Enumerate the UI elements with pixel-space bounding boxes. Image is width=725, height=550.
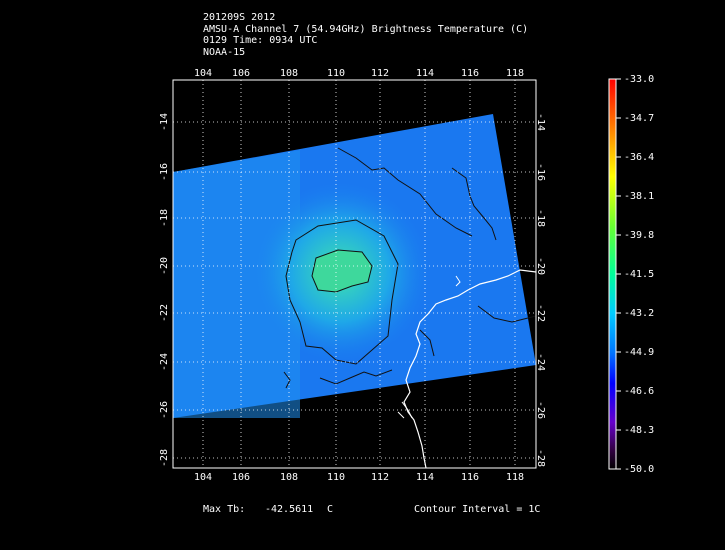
lon-ticks-bottom: 104 106 108 110 112 114 116 118 — [194, 472, 524, 483]
lat-tick-label: -24 — [159, 353, 170, 371]
lat-tick-label: -14 — [535, 113, 546, 131]
lon-tick-label: 112 — [371, 68, 389, 79]
max-tb-value: -42.5611 — [265, 504, 314, 515]
lat-tick-label: -14 — [159, 113, 170, 131]
lon-tick-label: 114 — [416, 68, 434, 79]
lon-tick-label: 112 — [371, 472, 389, 483]
colorbar-label: -41.5 — [624, 269, 654, 280]
colorbar-label: -50.0 — [624, 464, 654, 475]
colorbar-label: -39.8 — [624, 230, 654, 241]
lat-tick-label: -22 — [535, 304, 546, 322]
title-line-satellite: NOAA-15 — [203, 46, 246, 58]
lat-tick-label: -18 — [159, 209, 170, 227]
lat-tick-label: -16 — [535, 163, 546, 181]
map-frame — [172, 79, 537, 469]
lon-tick-label: 110 — [327, 472, 345, 483]
coastline — [403, 269, 537, 469]
lon-tick-label: 106 — [232, 68, 250, 79]
title-line-storm: 201209S 2012 — [203, 12, 276, 23]
lat-tick-label: -28 — [159, 449, 170, 467]
colorbar-label: -33.0 — [624, 74, 654, 85]
colorbar-label: -34.7 — [624, 113, 654, 124]
title-block: 201209S 2012 AMSU-A Channel 7 (54.94GHz) … — [203, 12, 528, 58]
lat-tick-label: -26 — [535, 401, 546, 419]
colorbar-label: -36.4 — [624, 152, 654, 163]
colorbar — [608, 78, 617, 470]
lon-tick-label: 114 — [416, 472, 434, 483]
max-tb-unit: C — [327, 504, 334, 515]
contour-interval: Contour Interval = 1C — [414, 504, 541, 515]
graticule — [173, 80, 536, 468]
colorbar-labels: -33.0 -34.7 -36.4 -38.1 -39.8 -41.5 -43.… — [624, 74, 654, 475]
lat-tick-label: -18 — [535, 209, 546, 227]
colorbar-ticks — [616, 78, 621, 470]
lon-ticks-top: 104 106 108 110 112 114 116 118 — [194, 68, 524, 79]
title-line-channel: AMSU-A Channel 7 (54.94GHz) Brightness T… — [203, 23, 529, 35]
lon-tick-label: 110 — [327, 68, 345, 79]
warm-core-center — [312, 250, 372, 292]
colorbar-label: -43.2 — [624, 308, 654, 319]
lat-ticks-right: -14 -16 -18 -20 -22 -24 -26 -28 — [535, 113, 546, 467]
lon-tick-label: 116 — [461, 68, 479, 79]
lat-tick-label: -20 — [535, 257, 546, 275]
lon-tick-label: 104 — [194, 68, 212, 79]
lat-ticks-left: -14 -16 -18 -20 -22 -24 -26 -28 — [159, 113, 170, 467]
lon-tick-label: 118 — [506, 68, 524, 79]
title-line-time: 0129 Time: 0934 UTC — [203, 35, 318, 46]
lat-tick-label: -20 — [159, 257, 170, 275]
lon-tick-label: 108 — [280, 68, 298, 79]
coastline-islands — [397, 275, 461, 419]
colorbar-label: -46.6 — [624, 386, 654, 397]
colorbar-label: -44.9 — [624, 347, 654, 358]
lat-tick-label: -24 — [535, 353, 546, 371]
lon-tick-label: 104 — [194, 472, 212, 483]
colorbar-label: -38.1 — [624, 191, 654, 202]
colorbar-label: -48.3 — [624, 425, 654, 436]
lon-tick-label: 108 — [280, 472, 298, 483]
lat-tick-label: -16 — [159, 163, 170, 181]
lon-tick-label: 116 — [461, 472, 479, 483]
lon-tick-label: 106 — [232, 472, 250, 483]
lat-tick-label: -28 — [535, 449, 546, 467]
lat-tick-label: -26 — [159, 401, 170, 419]
max-tb-label: Max Tb: — [203, 504, 246, 515]
lon-tick-label: 118 — [506, 472, 524, 483]
lat-tick-label: -22 — [159, 304, 170, 322]
